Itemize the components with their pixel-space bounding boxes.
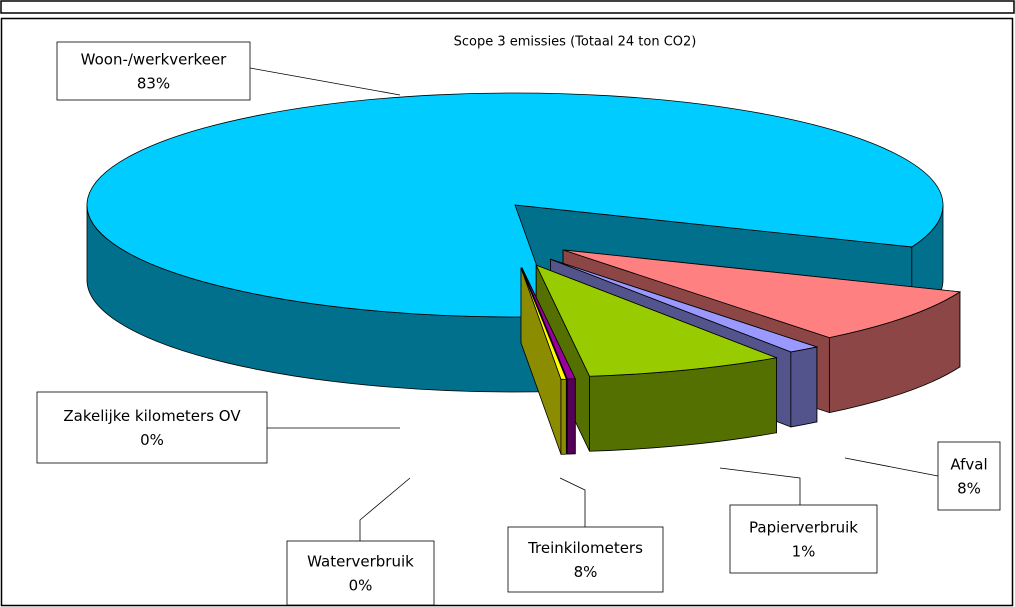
category-label: Zakelijke kilometers OV: [63, 407, 241, 425]
label-box: [937, 441, 1001, 511]
slice: [520, 267, 567, 455]
value-label: 83%: [137, 75, 170, 93]
slice-top: [86, 92, 944, 318]
slice-side: [560, 378, 567, 455]
slice-top: [521, 267, 576, 380]
labels: Woon-/werkverkeer 83% Afval 8% Papierverbrui…: [36, 41, 1001, 606]
leader-line: [844, 457, 939, 477]
slice-top: [550, 258, 819, 353]
category-label: Woon-/werkverkeer: [81, 51, 228, 69]
category-label: Waterverbruik: [307, 553, 414, 571]
value-label: 8%: [957, 480, 981, 498]
value-label: 0%: [140, 431, 164, 449]
top-frame: [0, 0, 1015, 14]
slice-top: [535, 264, 778, 377]
leader-line: [719, 467, 801, 505]
slice-side: [566, 378, 576, 455]
category-label: Papierverbruik: [749, 519, 858, 537]
label-box: [507, 526, 664, 593]
value-label: 0%: [349, 577, 373, 595]
category-label: Treinkilometers: [527, 539, 643, 557]
label-box: [56, 41, 251, 101]
leader-line: [359, 477, 411, 541]
label-box: [286, 540, 435, 606]
leader-line: [559, 477, 586, 527]
slice: [535, 264, 778, 452]
slices: [86, 92, 962, 455]
value-label: 1%: [792, 543, 816, 561]
leader-line: [249, 67, 401, 96]
label-box: [729, 504, 878, 574]
slice-top: [562, 249, 962, 339]
chart-title: Scope 3 emissies (Totaal 24 ton CO2): [454, 35, 697, 50]
category-label: Afval: [950, 456, 987, 474]
label-box: [36, 391, 268, 464]
slice-top: [520, 267, 567, 380]
value-label: 8%: [574, 563, 598, 581]
slice-side: [790, 346, 818, 428]
